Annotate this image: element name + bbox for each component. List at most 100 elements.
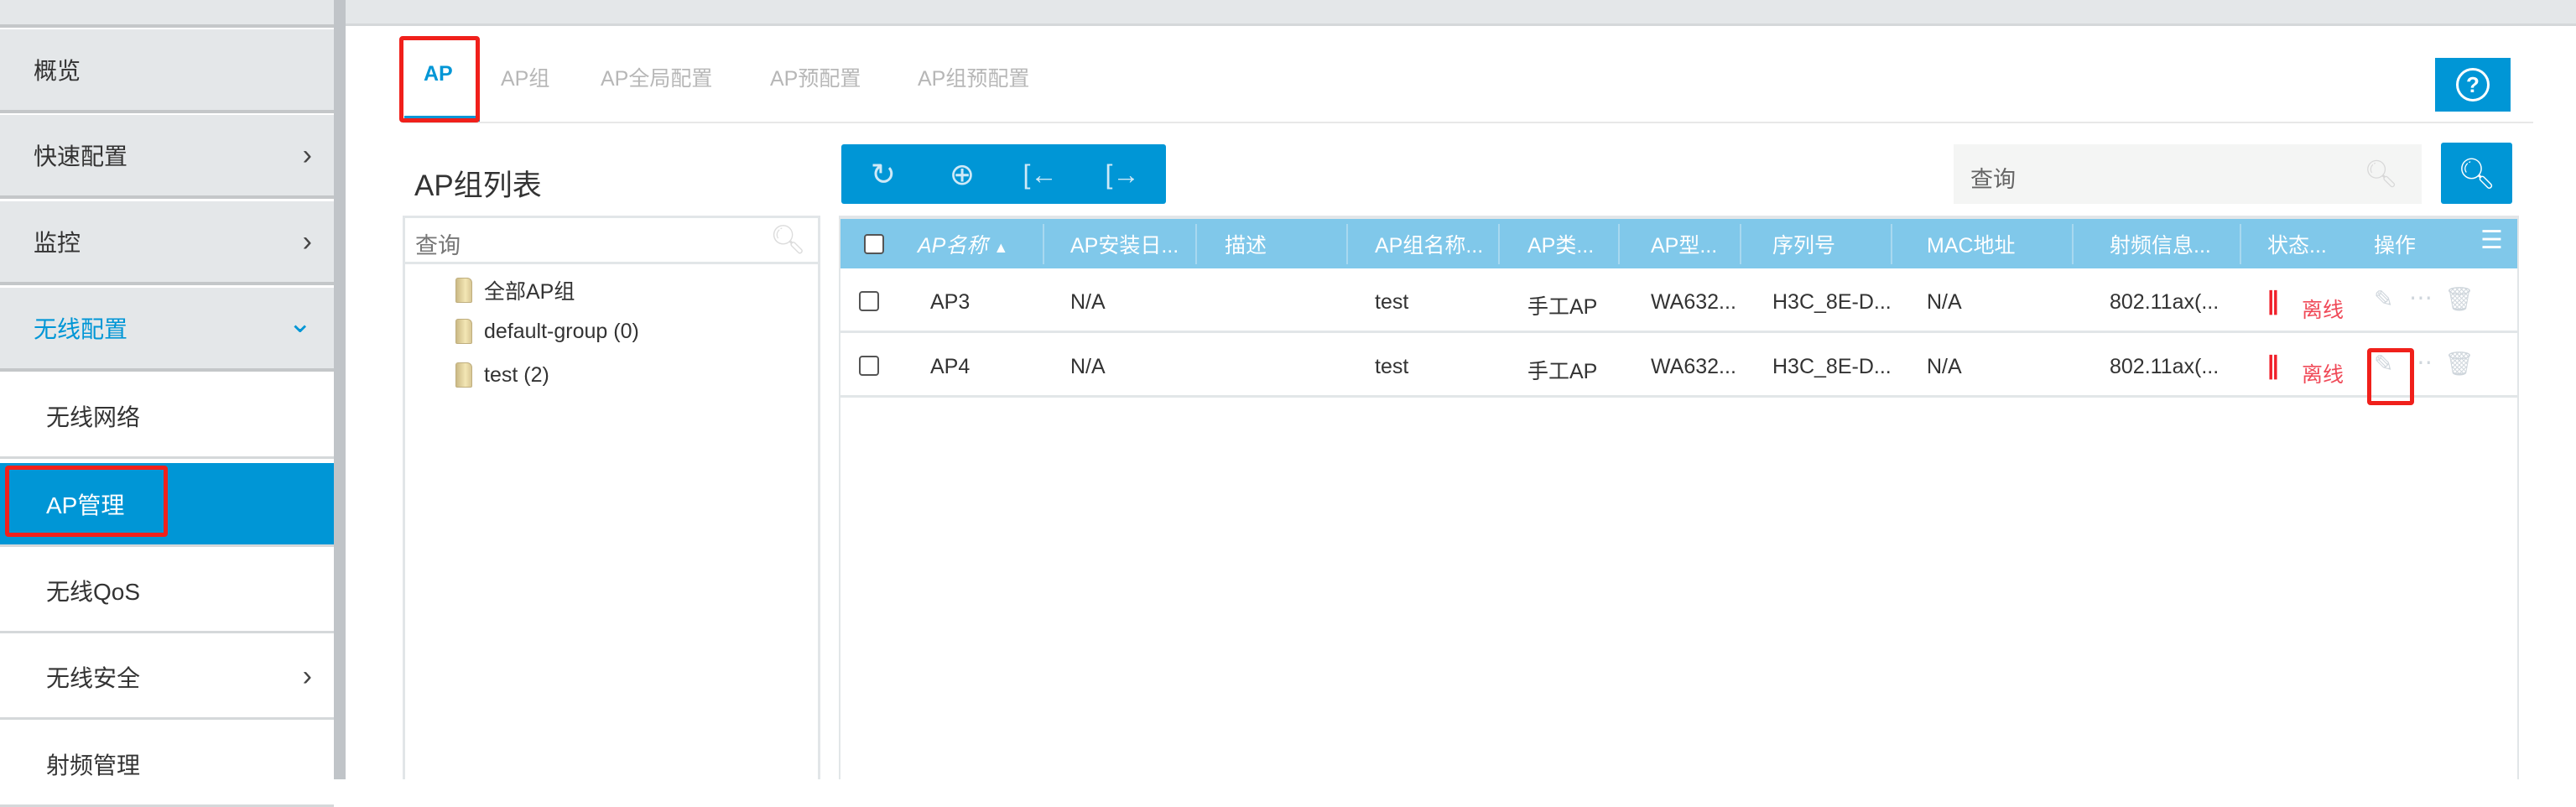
export-icon[interactable]: [→ [1105, 159, 1140, 190]
import-icon[interactable]: [← [1023, 159, 1058, 190]
cell-group: test [1375, 290, 1409, 314]
tree-title: AP组列表 [414, 169, 542, 202]
add-icon[interactable]: ⊕ [949, 157, 976, 191]
tab-ap[interactable]: AP [424, 62, 453, 86]
col-serial[interactable]: 序列号 [1772, 234, 1836, 258]
rss-icon: ∥ [2266, 288, 2279, 315]
sidebar-item-wireless-security[interactable]: 无线安全 › [0, 636, 334, 720]
column-separator[interactable] [1043, 224, 1044, 264]
delete-icon[interactable]: 🗑︎ [2444, 351, 2475, 377]
sidebar-top [0, 0, 334, 28]
advanced-search-icon: 🔍︎ [2457, 155, 2496, 190]
sidebar-item-quick-config[interactable]: 快速配置 › [0, 115, 334, 199]
sidebar-item-wireless-network[interactable]: 无线网络 [0, 375, 334, 459]
table-row: AP3 N/A test 手工AP WA632... H3C_8E-D... N… [840, 268, 2517, 333]
sidebar-item-radio-management[interactable]: 射频管理 [0, 723, 334, 807]
highlight-box [5, 466, 168, 537]
sort-asc-icon: ▲ [993, 239, 1009, 256]
refresh-icon[interactable]: ↻ [870, 157, 897, 191]
edit-icon[interactable]: ✎ [2374, 286, 2394, 312]
column-separator[interactable] [1618, 224, 1620, 264]
column-separator[interactable] [1195, 224, 1197, 264]
top-bar [346, 0, 2576, 26]
folder-icon [455, 319, 472, 344]
col-ap-type[interactable]: AP类... [1527, 234, 1595, 258]
column-settings-icon[interactable]: ☰ [2480, 226, 2503, 254]
tree-node-default-group[interactable]: default-group (0) [455, 319, 639, 344]
folder-icon [455, 278, 472, 303]
advanced-search-button[interactable]: 🔍︎ [2441, 143, 2512, 204]
cell-radio: 802.11ax(... [2110, 355, 2220, 378]
cell-mac: N/A [1927, 290, 1962, 314]
col-actions: 操作 [2374, 234, 2417, 258]
col-install-date[interactable]: AP安装日... [1070, 234, 1179, 258]
table-search-input[interactable]: 查询 🔍︎ [1954, 144, 2422, 204]
edit-icon[interactable]: ✎ [2374, 351, 2394, 377]
cell-group: test [1375, 355, 1409, 378]
tree-search-input[interactable]: 查询 🔍︎ [405, 218, 818, 264]
header-label: AP名称 [918, 234, 988, 258]
more-icon[interactable]: ⋯ [2409, 284, 2433, 310]
chevron-right-icon: › [302, 138, 312, 171]
help-icon: ? [2456, 68, 2490, 102]
rss-icon: ∥ [2266, 352, 2279, 380]
cell-install-date: N/A [1070, 290, 1106, 314]
col-mac[interactable]: MAC地址 [1927, 234, 2016, 258]
table-row: AP4 N/A test 手工AP WA632... H3C_8E-D... N… [840, 333, 2517, 398]
tab-ap-global-config[interactable]: AP全局配置 [601, 67, 713, 91]
tree-node-label: test (2) [484, 362, 549, 387]
tab-ap-preconfig[interactable]: AP预配置 [770, 67, 861, 91]
sidebar-item-wireless-config[interactable]: 无线配置 ⌄ [0, 288, 334, 372]
column-separator[interactable] [1346, 224, 1348, 264]
toolbar: ↻ ⊕ [← [→ [841, 144, 1166, 204]
sidebar-item-label: 无线网络 [46, 404, 141, 430]
cell-type: 手工AP [1527, 295, 1598, 319]
select-all-checkbox[interactable] [864, 234, 884, 254]
sidebar-item-label: 无线配置 [34, 316, 128, 342]
delete-icon[interactable]: 🗑︎ [2444, 286, 2475, 312]
status-badge: 离线 [2302, 299, 2344, 322]
sidebar-item-label: 无线安全 [46, 664, 141, 691]
sidebar-item-overview[interactable]: 概览 [0, 29, 334, 113]
col-description[interactable]: 描述 [1225, 234, 1267, 258]
column-separator[interactable] [2072, 224, 2074, 264]
help-button[interactable]: ? [2435, 58, 2511, 112]
col-status[interactable]: 状态... [2267, 234, 2327, 258]
highlight-box [2367, 348, 2414, 405]
col-group-name[interactable]: AP组名称... [1375, 234, 1484, 258]
status-badge: 离线 [2302, 363, 2344, 387]
sidebar-item-label: 快速配置 [34, 143, 128, 169]
cell-model: WA632... [1651, 290, 1736, 314]
search-icon[interactable]: 🔍︎ [769, 224, 806, 256]
row-checkbox[interactable] [859, 356, 879, 376]
sidebar-item-label: AP管理 [46, 492, 125, 518]
cell-radio: 802.11ax(... [2110, 290, 2220, 314]
tab-divider [403, 122, 2533, 123]
column-separator[interactable] [2240, 224, 2241, 264]
column-separator[interactable] [1891, 224, 1892, 264]
tab-ap-group-preconfig[interactable]: AP组预配置 [918, 67, 1030, 91]
col-ap-model[interactable]: AP型... [1651, 234, 1718, 258]
sidebar: 概览 快速配置 › 监控 › 无线配置 ⌄ 无线网络 AP管理 无线QoS 无线安全 ›… [0, 0, 334, 807]
chevron-down-icon: ⌄ [288, 307, 313, 339]
cell-model: WA632... [1651, 355, 1736, 378]
sidebar-item-label: 监控 [34, 230, 81, 256]
col-radio-info[interactable]: 射频信息... [2110, 234, 2211, 258]
search-icon: 🔍︎ [2364, 159, 2398, 189]
column-separator[interactable] [1740, 224, 1741, 264]
sidebar-scrollbar[interactable] [334, 0, 346, 779]
row-checkbox[interactable] [859, 291, 879, 311]
tab-ap-group[interactable]: AP组 [501, 67, 550, 91]
sidebar-item-monitor[interactable]: 监控 › [0, 201, 334, 285]
tree-node-test[interactable]: test (2) [455, 362, 549, 388]
col-ap-name[interactable]: AP名称 ▲ [918, 229, 1008, 259]
cell-ap-name: AP4 [930, 355, 971, 378]
highlight-box [399, 36, 480, 122]
cell-ap-name: AP3 [930, 290, 971, 314]
cell-type: 手工AP [1527, 360, 1598, 383]
column-separator[interactable] [1498, 224, 1500, 264]
tree-node-all[interactable]: 全部AP组 [455, 275, 575, 305]
folder-icon [455, 362, 472, 388]
sidebar-item-wireless-qos[interactable]: 无线QoS [0, 549, 334, 633]
chevron-right-icon: › [302, 225, 312, 258]
